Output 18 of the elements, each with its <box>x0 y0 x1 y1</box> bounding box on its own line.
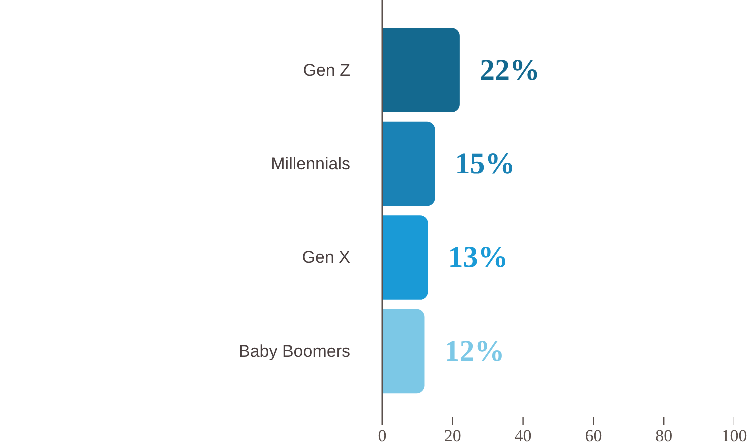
x-tick-label: 40 <box>514 426 532 446</box>
bar <box>382 216 428 300</box>
x-tick-label: 0 <box>378 426 387 446</box>
x-tick-label: 60 <box>585 426 602 446</box>
y-tick-label: Gen Z <box>303 60 351 80</box>
data-label: 15% <box>455 148 516 181</box>
data-label: 22% <box>480 54 540 87</box>
bar <box>382 28 460 112</box>
y-tick-label: Millennials <box>271 154 351 174</box>
x-tick-label: 20 <box>444 426 462 446</box>
data-label: 13% <box>448 241 508 274</box>
bar <box>382 122 436 206</box>
x-tick-label: 100 <box>722 426 748 446</box>
x-tick-label: 80 <box>656 426 673 446</box>
y-tick-label: Baby Boomers <box>239 342 351 361</box>
data-label: 12% <box>444 334 505 368</box>
bar <box>382 309 425 394</box>
y-tick-label: Gen X <box>302 248 351 268</box>
